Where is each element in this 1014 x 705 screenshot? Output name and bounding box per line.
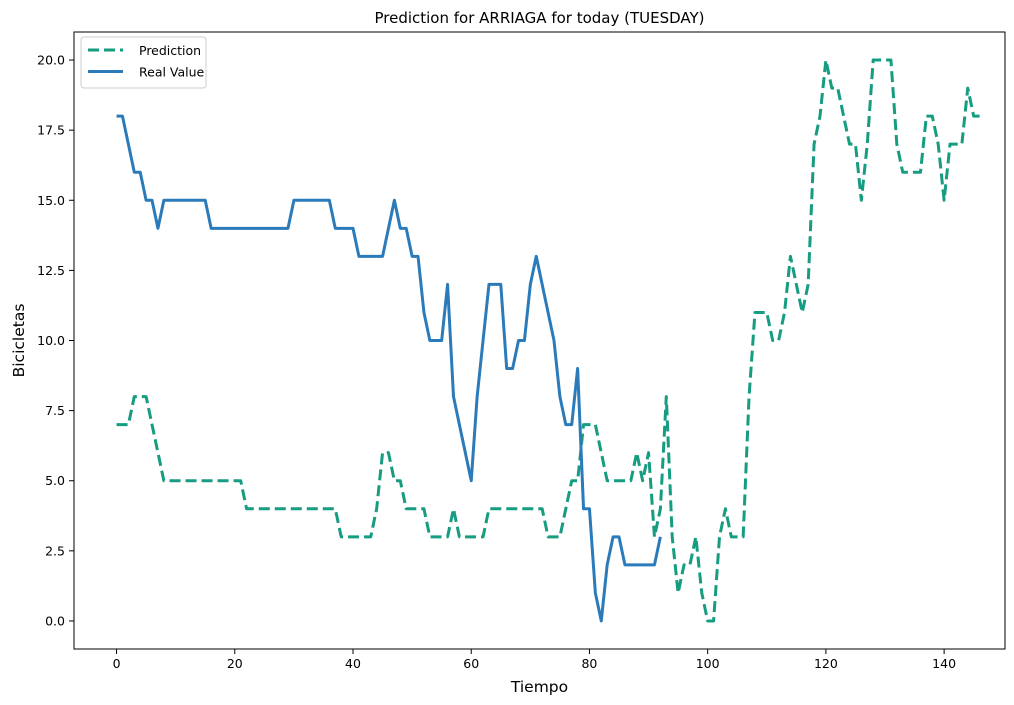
- x-tick-label: 60: [463, 656, 479, 671]
- plot-frame: [73, 31, 1006, 650]
- x-tick-label: 80: [581, 656, 597, 671]
- x-tick-label: 20: [227, 656, 243, 671]
- y-tick-label: 15.0: [37, 193, 65, 208]
- y-tick-label: 7.5: [45, 403, 65, 418]
- ticks-layer: 0 20 40 60 80 100 120 140 0.0 2.5 5.0 7.5 10.0 12.5 15…: [37, 53, 956, 671]
- legend-label-prediction: Prediction: [139, 43, 201, 58]
- x-tick-label: 140: [932, 656, 956, 671]
- y-tick-label: 10.0: [37, 333, 65, 348]
- x-tick-label: 100: [696, 656, 720, 671]
- legend-label-real-value: Real Value: [139, 65, 205, 80]
- x-tick-label: 120: [814, 656, 838, 671]
- x-axis-label: Tiempo: [510, 678, 568, 696]
- y-tick-label: 0.0: [45, 613, 65, 628]
- x-tick-label: 40: [345, 656, 361, 671]
- y-tick-label: 12.5: [37, 263, 65, 278]
- plot-area: [74, 32, 1005, 649]
- chart-title: Prediction for ARRIAGA for today (TUESDA…: [374, 9, 704, 27]
- y-axis-label: Bicicletas: [10, 304, 28, 378]
- legend: Prediction Real Value: [80, 36, 207, 89]
- y-tick-label: 17.5: [37, 123, 65, 138]
- x-tick-label: 0: [113, 656, 121, 671]
- y-tick-label: 20.0: [37, 53, 65, 68]
- series-layer: [116, 58, 980, 623]
- y-tick-label: 5.0: [45, 473, 65, 488]
- y-tick-label: 2.5: [45, 543, 65, 558]
- series-line-prediction: [116, 58, 980, 623]
- series-line-real-value: [116, 114, 662, 623]
